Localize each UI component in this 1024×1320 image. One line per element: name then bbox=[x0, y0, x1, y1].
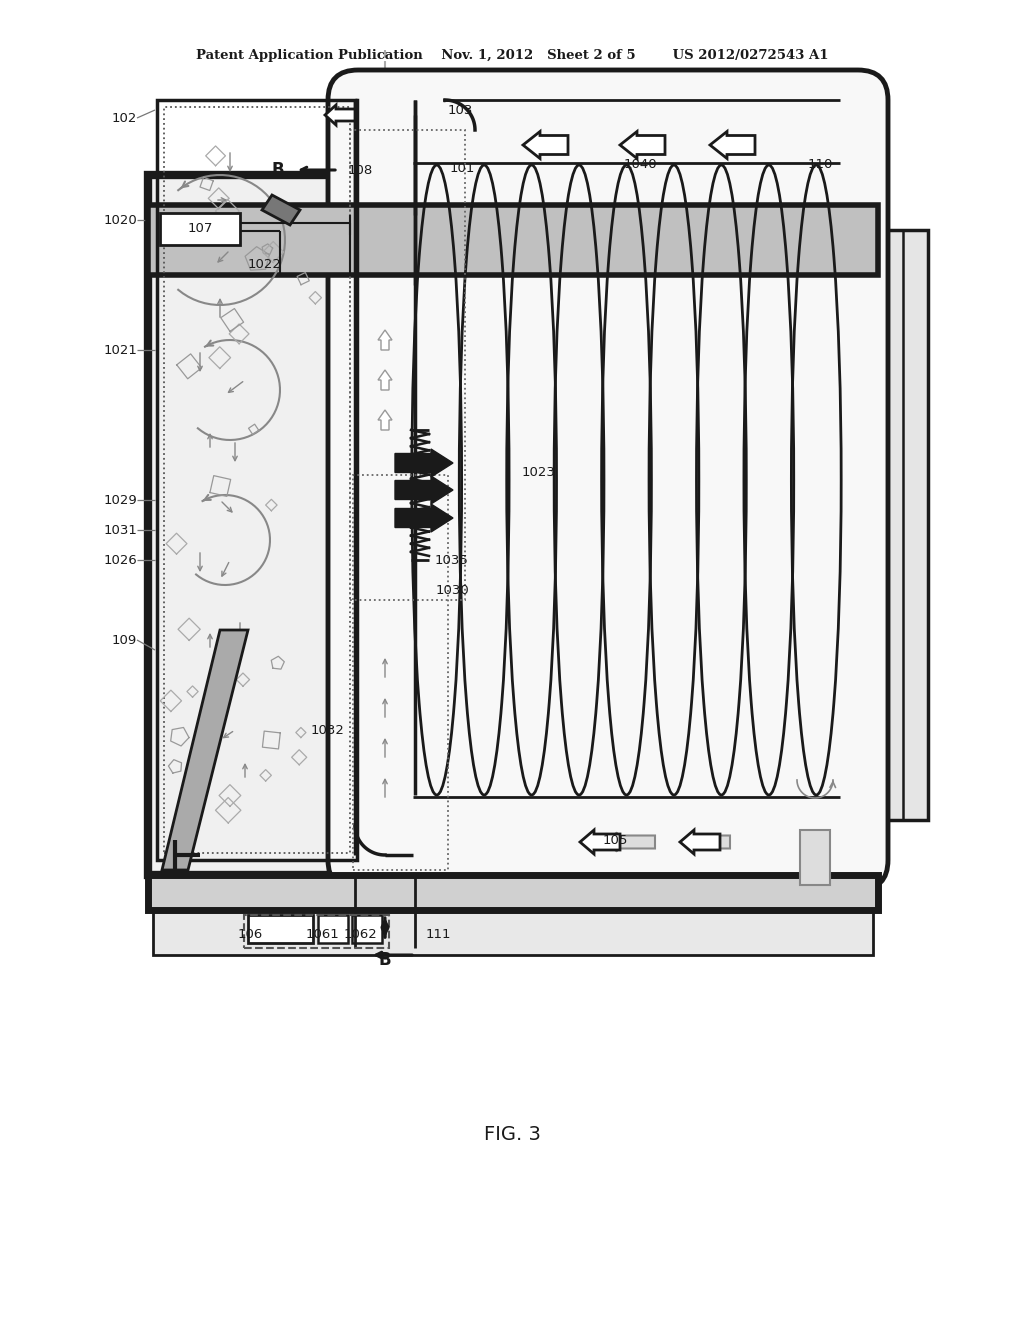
FancyArrow shape bbox=[680, 833, 730, 851]
Bar bbox=[164, 107, 350, 853]
Bar bbox=[353, 475, 449, 870]
Text: FIG. 3: FIG. 3 bbox=[483, 1126, 541, 1144]
FancyArrow shape bbox=[395, 449, 453, 477]
FancyArrow shape bbox=[378, 330, 392, 350]
Bar bbox=[153, 909, 873, 954]
Text: 111: 111 bbox=[425, 928, 451, 941]
Text: 1061: 1061 bbox=[305, 928, 339, 941]
Bar bbox=[800, 830, 830, 884]
Text: 1021: 1021 bbox=[103, 343, 137, 356]
FancyArrow shape bbox=[605, 833, 655, 851]
Bar bbox=[318, 915, 348, 942]
FancyArrow shape bbox=[580, 830, 620, 854]
Bar bbox=[148, 875, 878, 909]
FancyArrow shape bbox=[378, 370, 392, 389]
Bar bbox=[878, 230, 928, 820]
Text: 105: 105 bbox=[602, 833, 628, 846]
FancyArrow shape bbox=[378, 411, 392, 430]
Bar bbox=[248, 915, 313, 942]
Bar bbox=[157, 100, 357, 861]
FancyArrow shape bbox=[395, 477, 453, 504]
Text: 1026: 1026 bbox=[103, 553, 137, 566]
FancyArrow shape bbox=[395, 504, 453, 532]
FancyBboxPatch shape bbox=[328, 70, 888, 890]
Text: 110: 110 bbox=[807, 158, 833, 172]
Text: 106: 106 bbox=[238, 928, 262, 941]
Text: 1030: 1030 bbox=[435, 583, 469, 597]
Text: 102: 102 bbox=[112, 111, 137, 124]
FancyArrow shape bbox=[710, 132, 755, 158]
Text: 107: 107 bbox=[187, 223, 213, 235]
Text: 1029: 1029 bbox=[103, 494, 137, 507]
Bar bbox=[148, 176, 878, 875]
Text: 1035: 1035 bbox=[435, 553, 469, 566]
Text: 1023: 1023 bbox=[522, 466, 556, 479]
FancyArrow shape bbox=[620, 132, 665, 158]
Polygon shape bbox=[162, 630, 248, 870]
FancyArrow shape bbox=[680, 830, 720, 854]
FancyArrow shape bbox=[325, 106, 355, 125]
Text: 109: 109 bbox=[112, 634, 137, 647]
Bar bbox=[148, 205, 878, 275]
Bar bbox=[350, 129, 465, 601]
Text: 1062: 1062 bbox=[343, 928, 377, 941]
Bar bbox=[244, 915, 389, 948]
Text: 1040: 1040 bbox=[624, 158, 656, 172]
Text: 101: 101 bbox=[450, 161, 475, 174]
Text: 103: 103 bbox=[447, 103, 473, 116]
Polygon shape bbox=[262, 195, 300, 224]
Text: 1022: 1022 bbox=[248, 259, 282, 272]
Text: 1031: 1031 bbox=[103, 524, 137, 536]
Text: Patent Application Publication    Nov. 1, 2012   Sheet 2 of 5        US 2012/027: Patent Application Publication Nov. 1, 2… bbox=[196, 49, 828, 62]
Text: 108: 108 bbox=[347, 164, 373, 177]
FancyArrow shape bbox=[523, 132, 568, 158]
Bar bbox=[160, 213, 240, 246]
Bar bbox=[352, 915, 382, 942]
Text: B: B bbox=[271, 161, 285, 180]
Text: B: B bbox=[379, 950, 391, 969]
Text: 1020: 1020 bbox=[103, 214, 137, 227]
Text: 1032: 1032 bbox=[311, 723, 345, 737]
